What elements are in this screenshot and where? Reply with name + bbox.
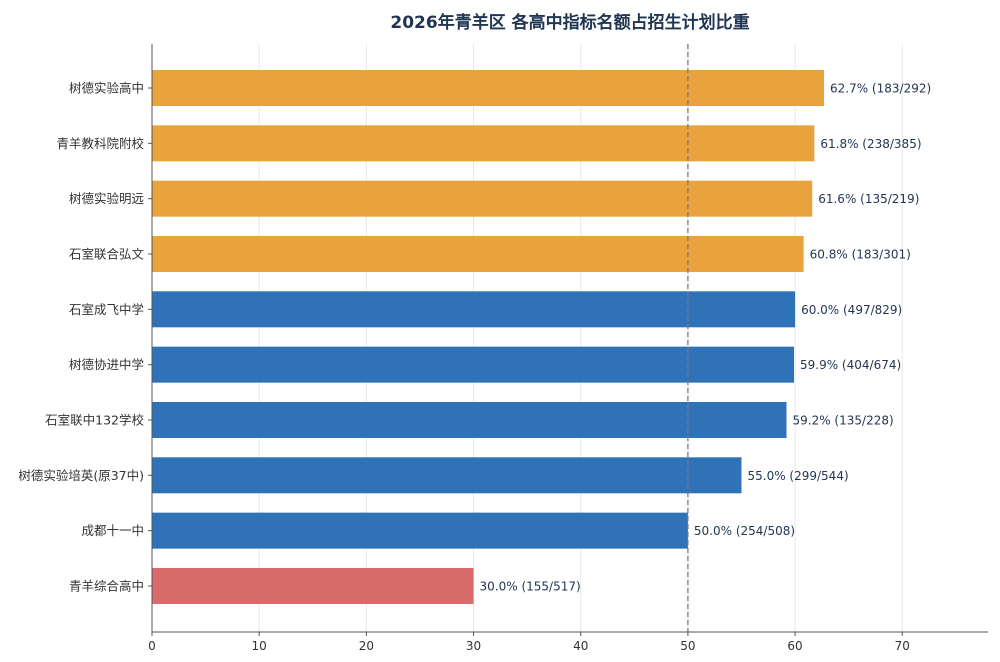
- category-label: 树德实验培英(原37中): [18, 468, 144, 483]
- x-tick-label: 50: [680, 639, 695, 653]
- category-label: 树德实验高中: [69, 81, 144, 96]
- category-label: 青羊教科院附校: [56, 136, 144, 151]
- x-tick-label: 30: [466, 639, 481, 653]
- bar: [152, 346, 795, 383]
- x-tick-label: 70: [895, 639, 910, 653]
- x-tick-label: 60: [787, 639, 802, 653]
- bar: [152, 457, 742, 494]
- x-tick-label: 0: [148, 639, 156, 653]
- data-label: 59.2% (135/228): [793, 413, 894, 427]
- x-tick-label: 10: [252, 639, 267, 653]
- x-tick-label: 20: [359, 639, 374, 653]
- bar: [152, 125, 815, 162]
- data-label: 60.0% (497/829): [801, 303, 902, 317]
- x-tick-label: 40: [573, 639, 588, 653]
- bar: [152, 70, 825, 106]
- category-label: 树德协进中学: [69, 357, 144, 372]
- chart-title: 2026年青羊区 各高中指标名额占招生计划比重: [390, 12, 749, 33]
- category-label: 青羊综合高中: [69, 578, 144, 593]
- data-label: 55.0% (299/544): [747, 469, 848, 483]
- data-label: 60.8% (183/301): [810, 247, 911, 261]
- bar: [152, 180, 813, 217]
- data-label: 61.6% (135/219): [818, 192, 919, 206]
- bar: [152, 235, 804, 272]
- category-label: 成都十一中: [81, 523, 144, 538]
- data-label: 50.0% (254/508): [694, 524, 795, 538]
- data-label: 62.7% (183/292): [830, 82, 931, 96]
- category-label: 石室成飞中学: [69, 302, 144, 317]
- data-label: 59.9% (404/674): [800, 358, 901, 372]
- category-label: 石室联中132学校: [45, 412, 144, 427]
- bar: [152, 567, 474, 604]
- category-label: 石室联合弘文: [69, 246, 145, 261]
- bar: [152, 512, 688, 549]
- data-label: 61.8% (238/385): [820, 137, 921, 151]
- bar: [152, 291, 796, 328]
- bar: [152, 401, 787, 438]
- category-label: 树德实验明远: [69, 191, 145, 206]
- data-label: 30.0% (155/517): [480, 579, 581, 593]
